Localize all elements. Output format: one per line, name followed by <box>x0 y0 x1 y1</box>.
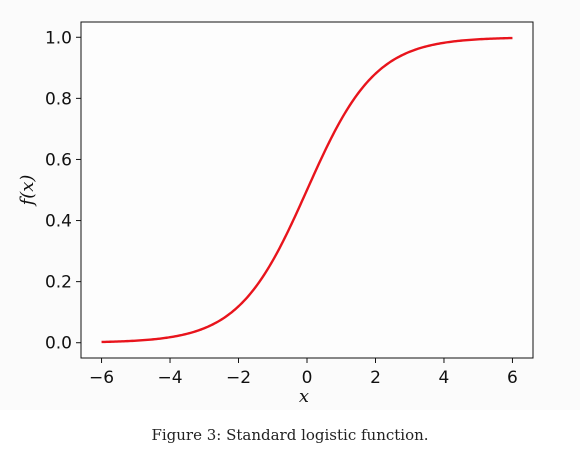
x-tick-label: 0 <box>302 368 313 388</box>
y-axis-ticks: 0.0 0.2 0.4 0.6 0.8 1.0 <box>45 28 81 354</box>
figure-area: −6 −4 −2 0 2 4 6 0.0 0.2 0.4 0.6 0.8 1.0 x f(x) <box>17 21 534 407</box>
y-axis-label: f(x) <box>17 175 38 208</box>
y-tick-label: 1.0 <box>45 28 72 48</box>
x-tick-label: 6 <box>507 368 518 388</box>
x-tick-label: −6 <box>89 368 114 388</box>
series-line-logistic <box>101 36 513 344</box>
x-tick-label: 2 <box>370 368 381 388</box>
y-tick-label: 0.6 <box>45 150 72 170</box>
logistic-chart: −6 −4 −2 0 2 4 6 0.0 0.2 0.4 0.6 0.8 1.0 x f(x) <box>17 21 534 407</box>
x-axis-ticks: −6 −4 −2 0 2 4 6 <box>89 358 518 388</box>
figure-caption: Figure 3: Standard logistic function. <box>151 426 429 444</box>
y-tick-label: 0.8 <box>45 89 72 109</box>
x-tick-label: −2 <box>226 368 251 388</box>
x-tick-label: 4 <box>439 368 450 388</box>
y-tick-label: 0.0 <box>45 334 72 354</box>
y-tick-label: 0.2 <box>45 273 72 293</box>
x-axis-label: x <box>299 386 309 407</box>
x-tick-label: −4 <box>157 368 182 388</box>
y-tick-label: 0.4 <box>45 212 72 232</box>
